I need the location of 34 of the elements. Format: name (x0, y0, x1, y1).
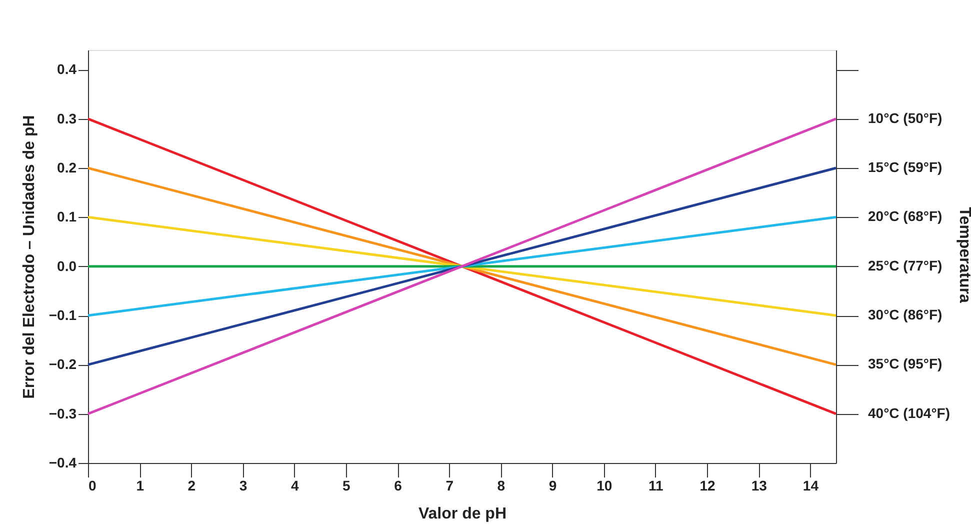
y-tick-label: 0.0 (57, 258, 77, 274)
y-axis-title: Error del Electrodo – Unidades de pH (20, 115, 38, 399)
x-tick-label: 8 (497, 478, 506, 494)
x-tick-label: 6 (394, 478, 402, 494)
y-tick-label: 0.4 (57, 61, 77, 78)
text: 25°C (77°F) (868, 257, 942, 274)
x-tick-label: 0 (88, 478, 96, 494)
y-tick-label: −0.1 (48, 307, 77, 323)
x-tick-label: 1 (136, 478, 144, 494)
x-tick-label: 7 (446, 478, 454, 494)
x-tick-label: 12 (700, 478, 716, 494)
x-tick-label: 11 (648, 478, 664, 494)
y-tick-label: −0.2 (48, 356, 77, 372)
x-tick-label: 4 (290, 478, 299, 494)
x-axis-title: Valor de pH (418, 506, 507, 522)
x-tick-label: 9 (548, 478, 557, 494)
y-tick-label: −0.4 (48, 454, 77, 470)
x-tick-label: 3 (239, 478, 248, 494)
text: 20°C (68°F) (868, 208, 942, 224)
text: 10°C (50°F) (868, 110, 942, 126)
text: 30°C (86°F) (868, 306, 942, 322)
x-tick-label: 13 (751, 478, 768, 494)
x-tick-label: 2 (188, 478, 196, 494)
text: 35°C (95°F) (868, 356, 942, 372)
text: 15°C (59°F) (868, 159, 942, 175)
y-tick-label: 0.1 (57, 208, 77, 225)
x-tick-label: 5 (342, 478, 351, 494)
x-tick-label: 10 (596, 478, 612, 494)
text: 40°C (104°F) (868, 404, 950, 421)
x-tick-label: 14 (802, 478, 819, 494)
y-tick-label: −0.3 (48, 405, 77, 422)
text: Temperatura (956, 207, 971, 303)
y-tick-label: 0.3 (57, 110, 77, 126)
y-tick-label: 0.2 (57, 160, 77, 176)
